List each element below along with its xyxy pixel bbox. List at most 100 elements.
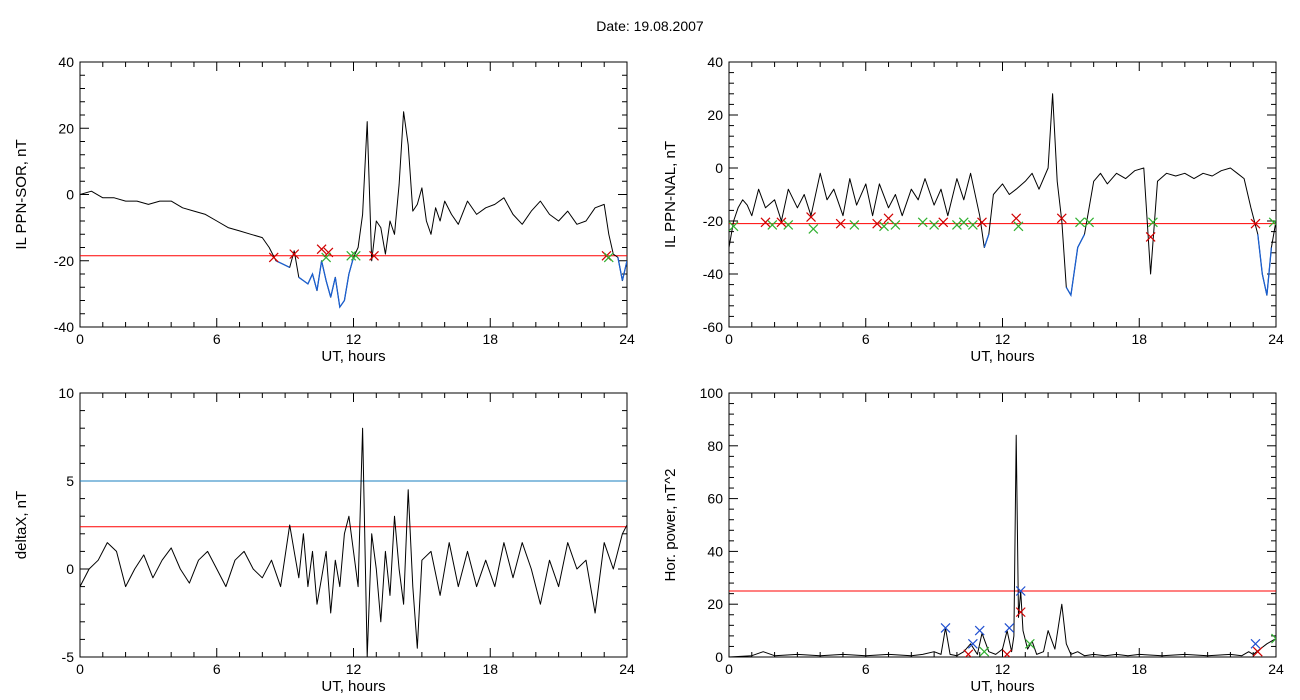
y-tick-label: 80 xyxy=(707,438,723,454)
x-tick-label: 12 xyxy=(995,331,1011,347)
x-tick-label: 18 xyxy=(1131,331,1147,347)
event-marker-green xyxy=(767,220,778,230)
x-tick-label: 24 xyxy=(1268,331,1284,347)
x-tick-label: 12 xyxy=(346,661,362,677)
event-marker-green xyxy=(1271,633,1276,644)
x-tick-label: 12 xyxy=(346,331,362,347)
series-line xyxy=(80,427,627,657)
event-marker-green xyxy=(1013,221,1024,232)
event-marker-blue xyxy=(1004,623,1015,633)
event-marker-green xyxy=(783,220,794,230)
event-marker-blue xyxy=(967,638,978,649)
event-marker-green xyxy=(967,220,978,230)
y-tick-label: -40 xyxy=(703,266,723,282)
event-marker-green xyxy=(929,220,940,230)
event-marker-blue xyxy=(974,625,985,636)
x-axis-label: UT, hours xyxy=(321,678,385,695)
below-threshold-segment xyxy=(983,234,990,248)
y-tick-label: 10 xyxy=(58,385,74,401)
event-marker-green xyxy=(808,224,819,234)
event-marker-green xyxy=(1268,217,1276,228)
event-marker-green xyxy=(951,220,962,230)
event-marker-red xyxy=(1252,646,1263,657)
plot-area xyxy=(729,434,1276,657)
x-tick-label: 24 xyxy=(619,331,635,347)
y-tick-label: 20 xyxy=(58,120,74,136)
x-tick-label: 6 xyxy=(213,331,221,347)
event-marker-green xyxy=(1075,217,1085,228)
y-tick-label: 5 xyxy=(66,473,74,489)
event-marker-green xyxy=(890,220,901,230)
plot-frame xyxy=(728,61,1277,328)
x-tick-label: 18 xyxy=(482,661,498,677)
y-tick-label: 40 xyxy=(707,54,723,70)
x-axis-label: UT, hours xyxy=(970,348,1034,365)
y-tick-label: 0 xyxy=(66,561,74,577)
event-marker-green xyxy=(958,217,969,228)
below-threshold-segment xyxy=(1257,234,1273,296)
event-marker-red xyxy=(963,649,974,657)
event-marker-green xyxy=(979,646,990,657)
event-marker-green xyxy=(1084,217,1095,228)
below-threshold-segment xyxy=(298,257,355,309)
y-tick-label: 20 xyxy=(707,107,723,123)
plot-frame xyxy=(728,392,1277,658)
plot-area xyxy=(729,93,1276,298)
y-tick-label: 0 xyxy=(66,187,74,203)
event-marker-red xyxy=(1145,231,1156,242)
event-marker-red xyxy=(835,218,846,229)
plot-frame xyxy=(79,61,628,328)
event-marker-red xyxy=(1015,607,1026,618)
series-line xyxy=(729,93,1276,296)
y-tick-label: -20 xyxy=(703,213,723,229)
y-tick-label: 40 xyxy=(58,54,74,70)
x-tick-label: 6 xyxy=(213,661,221,677)
event-marker-green xyxy=(917,217,928,228)
event-marker-blue xyxy=(940,623,951,633)
event-marker-red xyxy=(1011,213,1022,224)
plot-area xyxy=(80,427,627,657)
below-threshold-segment xyxy=(1065,234,1086,298)
x-tick-label: 6 xyxy=(862,661,870,677)
below-threshold-segment xyxy=(617,257,627,281)
y-axis-label: IL PPN-NAL, nT xyxy=(662,141,679,248)
event-marker-red xyxy=(1250,218,1261,229)
event-marker-red xyxy=(369,250,379,261)
event-marker-green xyxy=(321,252,332,263)
event-marker-red xyxy=(268,252,279,263)
x-tick-label: 18 xyxy=(482,331,498,347)
y-axis-label: deltaX, nT xyxy=(13,491,30,559)
y-tick-label: -60 xyxy=(703,319,723,335)
event-marker-red xyxy=(760,217,771,228)
x-tick-label: 0 xyxy=(76,661,84,677)
event-marker-green xyxy=(1024,638,1035,649)
event-marker-blue xyxy=(1250,638,1261,649)
series-line xyxy=(729,434,1276,657)
event-marker-red xyxy=(977,217,987,228)
event-marker-green xyxy=(729,221,739,232)
y-tick-label: 60 xyxy=(707,491,723,507)
event-marker-green xyxy=(879,221,889,232)
x-axis-label: UT, hours xyxy=(970,678,1034,695)
event-marker-green xyxy=(603,252,614,263)
event-marker-blue xyxy=(1015,586,1026,596)
x-tick-label: 0 xyxy=(725,661,733,677)
y-tick-label: 20 xyxy=(707,596,723,612)
event-marker-green xyxy=(350,250,361,261)
x-tick-label: 24 xyxy=(619,661,635,677)
y-tick-label: 40 xyxy=(707,543,723,559)
series-line xyxy=(80,111,627,308)
y-axis-label: Hor. power, nT^2 xyxy=(662,469,679,582)
event-marker-red xyxy=(323,247,334,258)
event-marker-green xyxy=(346,250,357,261)
x-tick-label: 6 xyxy=(862,331,870,347)
event-marker-red xyxy=(872,218,883,229)
page-title: Date: 19.08.2007 xyxy=(596,18,704,34)
y-tick-label: 0 xyxy=(715,649,723,665)
event-marker-red xyxy=(806,212,816,222)
x-tick-label: 12 xyxy=(995,661,1011,677)
y-axis-label: IL PPN-SOR, nT xyxy=(13,139,30,249)
x-tick-label: 0 xyxy=(725,331,733,347)
chart-panel-nal: 0 6 12 18 24 -60 -40 -20 0 20 40 UT, hours IL PPN-NA… xyxy=(662,54,1284,365)
